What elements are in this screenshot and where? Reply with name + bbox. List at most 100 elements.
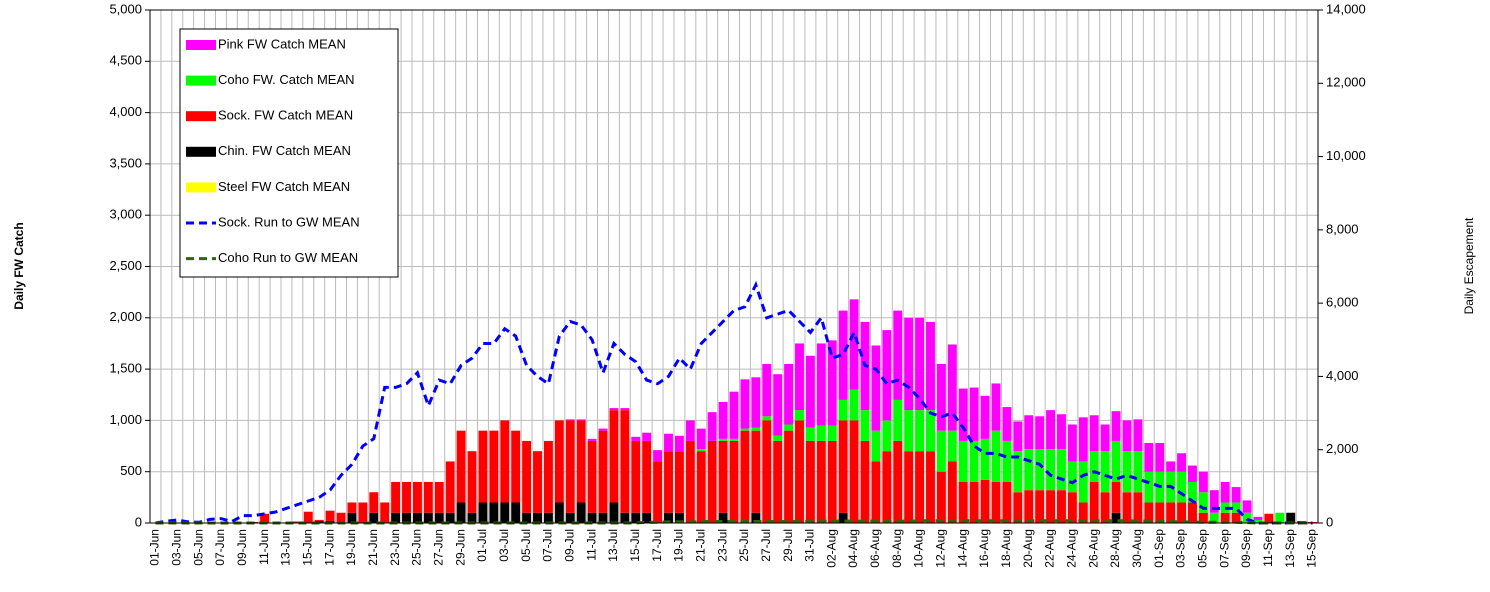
bar-segment	[838, 420, 848, 513]
bar-segment	[751, 427, 761, 431]
x-tick-label: 20-Aug	[1021, 529, 1035, 568]
bar-segment	[533, 512, 542, 523]
bar-segment	[674, 435, 684, 452]
bar-segment	[958, 388, 968, 441]
bar-segment	[631, 512, 641, 523]
bar-segment	[773, 440, 783, 523]
bar-segment	[1111, 440, 1121, 482]
bar-segment	[1002, 440, 1012, 482]
bar-segment	[1155, 442, 1165, 472]
bar-segment	[816, 425, 826, 441]
bar-segment	[936, 363, 946, 431]
bar-segment	[478, 430, 488, 503]
bar-segment	[784, 424, 794, 431]
y-tick-label: 2,500	[109, 258, 142, 273]
x-tick-label: 25-Jun	[410, 529, 424, 566]
bar-segment	[805, 355, 815, 428]
bar-segment	[751, 430, 761, 513]
bar-segment	[904, 317, 914, 411]
bar-segment	[1253, 519, 1263, 523]
bar-segment	[707, 412, 717, 441]
legend-label: Sock. FW Catch MEAN	[218, 108, 353, 123]
bar-segment	[827, 440, 837, 523]
line-series	[155, 280, 1313, 525]
bar-segment	[620, 512, 630, 523]
bar-segment	[1133, 451, 1143, 493]
x-tick-label: 21-Jul	[693, 529, 707, 562]
x-tick-label: 10-Aug	[912, 529, 926, 568]
bar-segment	[664, 512, 673, 523]
bar-segment	[827, 425, 837, 441]
x-tick-label: 05-Jul	[519, 529, 533, 562]
y-tick-label: 2,000	[109, 309, 142, 324]
x-tick-label: 30-Aug	[1130, 529, 1144, 568]
bar-segment	[434, 512, 444, 523]
x-tick-label: 05-Sep	[1196, 529, 1210, 568]
bar-segment	[838, 310, 848, 400]
bar-segment	[598, 512, 608, 523]
bar-segment	[1122, 420, 1132, 452]
bar-segment	[642, 440, 652, 513]
bar-segment	[325, 510, 335, 521]
bar-segment	[445, 461, 455, 513]
bar-segment	[380, 502, 390, 523]
bar-segment	[1155, 502, 1165, 523]
x-tick-label: 26-Aug	[1086, 529, 1100, 568]
bar-segment	[1002, 407, 1012, 441]
bar-segment	[1013, 451, 1023, 493]
bar-segment	[489, 502, 499, 523]
x-tick-label: 27-Jun	[431, 529, 445, 566]
bar-segment	[576, 502, 586, 523]
bar-segment	[773, 374, 783, 436]
bar-segment	[314, 519, 324, 521]
bar-segment	[1100, 424, 1110, 452]
bar-segment	[1067, 492, 1077, 523]
bar-segment	[1024, 415, 1034, 450]
bar-segment	[674, 512, 684, 523]
bar-segment	[991, 481, 1001, 523]
bar-segment	[1177, 502, 1187, 523]
bar-segment	[969, 440, 979, 482]
bar-segment	[707, 440, 717, 523]
legend-label: Sock. Run to GW MEAN	[218, 214, 360, 229]
bar-segment	[1078, 461, 1088, 503]
bar-segment	[391, 481, 401, 513]
bar-segment	[434, 481, 444, 513]
bar-segment	[871, 345, 881, 431]
bar-segment	[347, 502, 357, 513]
bar-segment	[882, 420, 892, 452]
bar-segment	[740, 428, 750, 431]
x-tick-label: 01-Jul	[475, 529, 489, 562]
bar-segment	[936, 471, 946, 523]
bar-segment	[445, 512, 455, 523]
bar-segment	[740, 430, 750, 523]
bar-segment	[1046, 410, 1056, 450]
x-tick-label: 03-Jun	[169, 529, 183, 566]
y2-tick-label: 8,000	[1326, 221, 1359, 236]
bar-segment	[849, 389, 859, 421]
x-tick-label: 02-Aug	[824, 529, 838, 568]
x-tick-label: 15-Sep	[1305, 529, 1319, 568]
bar-segment	[958, 481, 968, 523]
x-tick-label: 12-Aug	[934, 529, 948, 568]
bar-segment	[838, 399, 848, 421]
bar-segment	[915, 317, 925, 411]
legend-swatch	[186, 111, 216, 122]
bar-segment	[958, 440, 968, 482]
bar-segment	[653, 450, 663, 462]
bar-segment	[1111, 411, 1121, 441]
legend-swatch	[186, 75, 216, 86]
bar-segment	[511, 502, 521, 523]
bar-segment	[391, 512, 401, 523]
bar-segment	[1231, 502, 1241, 513]
bar-segment	[1231, 487, 1241, 503]
bar-segment	[860, 410, 870, 441]
legend-swatch	[186, 40, 216, 50]
x-tick-label: 19-Jul	[672, 529, 686, 562]
x-tick-label: 25-Jul	[737, 529, 751, 562]
x-tick-label: 27-Jul	[759, 529, 773, 562]
x-tick-label: 17-Jul	[650, 529, 664, 562]
bar-segment	[1024, 449, 1034, 491]
bar-segment	[1144, 471, 1154, 503]
bar-segment	[609, 408, 619, 411]
